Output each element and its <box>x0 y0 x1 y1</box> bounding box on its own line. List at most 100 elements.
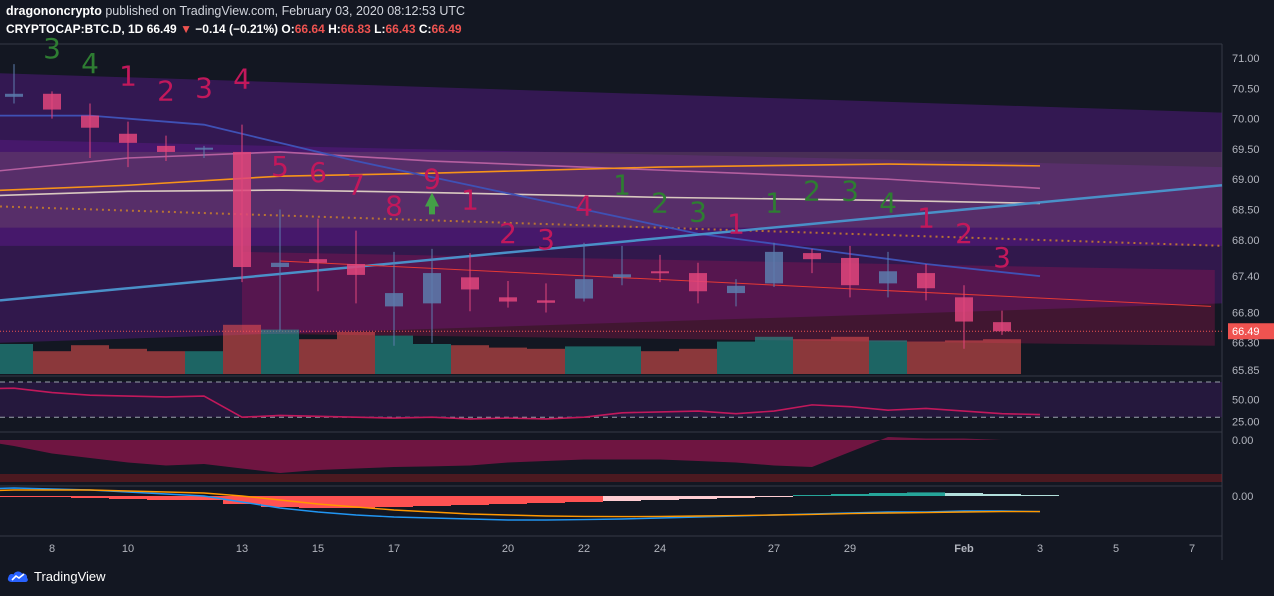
td-count-label: 1 <box>119 59 137 92</box>
price-change: −0.14 (−0.21%) <box>195 22 279 36</box>
price-tick-label: 68.00 <box>1232 235 1260 247</box>
price-tick-label: 66.80 <box>1232 307 1260 319</box>
rsi-tick-label: 50.00 <box>1232 395 1260 407</box>
td-count-label: 2 <box>651 187 669 220</box>
macd-histogram-bar <box>793 495 831 496</box>
macd-histogram-bar <box>869 493 907 496</box>
td-count-label: 3 <box>43 32 61 65</box>
candle-body <box>499 297 517 302</box>
td-count-label: 3 <box>195 71 213 104</box>
time-tick-label: 20 <box>502 543 514 555</box>
open-value: 66.64 <box>294 22 325 36</box>
td-count-label: 4 <box>233 62 251 95</box>
candle-body <box>537 300 555 303</box>
macd-histogram-bar <box>603 496 641 501</box>
price-tick-label: 67.40 <box>1232 271 1260 283</box>
candle-body <box>955 297 973 322</box>
macd-histogram-bar <box>71 496 109 498</box>
macd-histogram-bar <box>907 492 945 496</box>
candle-body <box>917 273 935 289</box>
volume-bar <box>109 348 147 374</box>
candle-body <box>233 151 251 268</box>
time-tick-label: 8 <box>49 543 55 555</box>
oscillator-area <box>0 437 1040 473</box>
time-tick-label: 22 <box>578 543 590 555</box>
macd-line <box>0 487 1041 521</box>
td-count-label: 7 <box>347 168 365 201</box>
candle-body <box>651 271 669 274</box>
price-tick-label: 68.50 <box>1232 204 1260 216</box>
candle-body <box>309 259 327 263</box>
high-value: 66.83 <box>340 22 371 36</box>
low-label: L: <box>374 22 386 36</box>
price-tick-label: 70.00 <box>1232 114 1260 126</box>
candle-body <box>5 93 23 97</box>
rsi-band <box>0 382 1222 418</box>
candle-body <box>993 322 1011 332</box>
td-count-label: 4 <box>81 47 99 80</box>
td-count-label: 4 <box>575 190 593 223</box>
author-name[interactable]: dragononcrypto <box>6 4 102 18</box>
time-tick-label: 27 <box>768 543 780 555</box>
time-tick-label: 15 <box>312 543 324 555</box>
published-text: published on TradingView.com, February 0… <box>105 4 466 18</box>
td-count-label: 1 <box>613 168 631 201</box>
volume-bar <box>0 344 33 374</box>
td-count-label: 8 <box>385 190 403 223</box>
volume-bar <box>185 351 223 374</box>
candle-body <box>157 145 175 152</box>
up-arrow-icon <box>425 192 439 215</box>
volume-bar <box>755 336 793 374</box>
close-label: C: <box>418 22 432 36</box>
price-tick-label: 66.30 <box>1232 338 1260 350</box>
macd-histogram-bar <box>185 496 223 500</box>
symbol-label[interactable]: CRYPTOCAP:BTC.D, 1D <box>6 22 144 36</box>
candle-body <box>43 93 61 110</box>
volume-bar <box>33 351 71 374</box>
macd-histogram-bar <box>451 496 489 505</box>
volume-bar <box>71 345 109 374</box>
macd-signal-line <box>0 489 1040 518</box>
td-count-label: 2 <box>499 217 517 250</box>
candle-body <box>195 147 213 150</box>
macd-tick-label: 0.00 <box>1232 491 1253 503</box>
volume-bar <box>337 332 375 374</box>
time-tick-label: 3 <box>1037 543 1043 555</box>
high-label: H: <box>328 22 341 36</box>
macd-histogram-bar <box>679 496 717 499</box>
volume-bar <box>831 336 869 374</box>
price-tick-label: 69.00 <box>1232 174 1260 186</box>
volume-bar <box>793 339 831 374</box>
macd-histogram-bar <box>337 496 375 508</box>
macd-histogram-bar <box>983 494 1021 496</box>
candle-body <box>119 133 137 143</box>
price-tick-label: 70.50 <box>1232 83 1260 95</box>
trendline-blue <box>0 184 1223 302</box>
td-count-label: 3 <box>537 223 555 256</box>
volume-bar <box>527 348 565 374</box>
volume-bar <box>717 341 755 374</box>
volume-bar <box>413 344 451 374</box>
td-count-label: 3 <box>841 174 859 207</box>
macd-histogram-bar <box>223 496 261 504</box>
volume-bar <box>299 339 337 374</box>
td-count-label: 9 <box>423 162 441 195</box>
tradingview-logo[interactable]: TradingView <box>6 568 106 584</box>
time-tick-label: 7 <box>1189 543 1195 555</box>
volume-bar <box>907 341 945 374</box>
time-tick-label: 5 <box>1113 543 1119 555</box>
macd-histogram-bar <box>755 496 793 497</box>
td-count-label: 2 <box>157 74 175 107</box>
candle-body <box>803 253 821 260</box>
candle-body <box>81 115 99 128</box>
logo-text: TradingView <box>34 568 106 584</box>
macd-histogram-bar <box>109 496 147 499</box>
cloud-logo-icon <box>7 571 28 582</box>
td-count-label: 1 <box>461 183 479 216</box>
open-label: O: <box>281 22 295 36</box>
candle-body <box>689 273 707 292</box>
oscillator-tick-label: 0.00 <box>1232 435 1253 447</box>
last-price-tag-label: 66.49 <box>1232 326 1260 338</box>
close-value: 66.49 <box>431 22 462 36</box>
